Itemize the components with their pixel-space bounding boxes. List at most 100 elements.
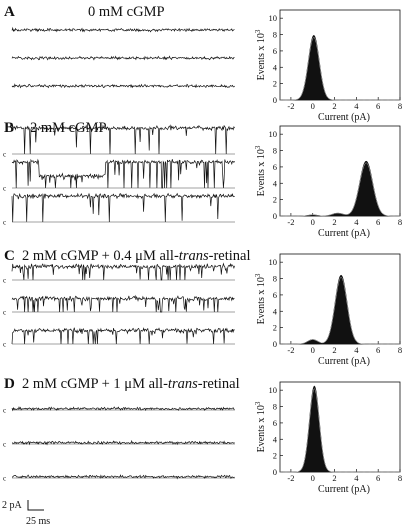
panel-title-part: -retinal <box>198 376 240 392</box>
closed-label: c <box>3 309 6 317</box>
current-trace <box>11 26 235 33</box>
closed-label: c <box>3 185 6 193</box>
scale-bar-lines <box>27 500 44 511</box>
x-tick-label: 2 <box>332 101 336 111</box>
current-trace <box>11 83 235 89</box>
y-axis-label: Events x 103 <box>254 29 267 80</box>
trace-signal <box>11 124 235 155</box>
fit-curve <box>280 277 400 345</box>
current-trace: c <box>3 439 235 449</box>
current-trace <box>11 55 235 61</box>
panel-title: 2 mM cGMP + 0.4 μM all-trans-retinal <box>22 248 251 264</box>
y-tick-label: 6 <box>273 290 277 300</box>
panel-letter: B <box>4 120 14 136</box>
x-tick-label: 0 <box>311 101 315 111</box>
trace-signal <box>11 26 235 33</box>
x-axis-label: Current (pA) <box>318 356 370 367</box>
x-tick-label: 2 <box>332 217 336 227</box>
trace-signal <box>11 406 235 412</box>
y-tick-label: 10 <box>269 13 278 23</box>
y-tick-label: 4 <box>273 62 278 72</box>
panel-a: A 0 mM cGMP -2 0 2 4 6 8 0 2 4 6 8 10 Current (pA) Even… <box>4 4 402 123</box>
panel-letter: D <box>4 376 15 392</box>
fit-curve <box>280 388 400 473</box>
panel-c: C 2 mM cGMP + 0.4 μM all-trans-retinal c c c… <box>3 248 402 367</box>
panel-title-part: 0 mM cGMP <box>88 4 165 20</box>
y-axis-label-exponent: 3 <box>254 29 262 33</box>
y-tick-label: 6 <box>273 46 277 56</box>
x-tick-label: -2 <box>287 473 294 483</box>
trace-signal <box>11 55 235 61</box>
trace-signal <box>12 474 235 480</box>
y-axis-label-exponent: 3 <box>254 145 262 149</box>
y-axis-label-text: Events x 10 <box>256 277 267 324</box>
closed-label: c <box>3 341 6 349</box>
x-tick-label: -2 <box>287 345 294 355</box>
panel-letter: C <box>4 248 15 264</box>
x-tick-label: 2 <box>332 473 336 483</box>
current-trace: c <box>3 294 235 317</box>
x-tick-label: 8 <box>398 101 402 111</box>
scale-bar-current: 2 pA <box>2 500 23 511</box>
x-axis-label: Current (pA) <box>318 228 370 239</box>
current-trace: c <box>3 158 235 193</box>
current-trace: c <box>3 406 235 415</box>
closed-label: c <box>3 441 6 449</box>
y-tick-label: 4 <box>273 306 278 316</box>
x-tick-label: 4 <box>354 217 359 227</box>
y-axis-label-text: Events x 10 <box>256 33 267 80</box>
y-tick-label: 8 <box>273 274 277 284</box>
y-tick-label: 10 <box>269 129 278 139</box>
x-axis-label: Current (pA) <box>318 112 370 123</box>
y-tick-label: 0 <box>273 95 277 105</box>
closed-label: c <box>3 407 6 415</box>
x-tick-label: 6 <box>376 217 380 227</box>
x-tick-label: 4 <box>354 473 359 483</box>
y-axis-label-exponent: 3 <box>254 273 262 277</box>
panel-title-part: trans <box>179 248 209 264</box>
x-tick-label: -2 <box>287 217 294 227</box>
panel-title-part: trans <box>168 376 198 392</box>
x-tick-label: 6 <box>376 345 380 355</box>
current-trace: c <box>3 327 235 349</box>
panel-title: 0 mM cGMP <box>88 4 165 20</box>
x-tick-label: 6 <box>376 101 380 111</box>
current-trace: c <box>3 124 235 159</box>
y-tick-label: 8 <box>273 402 277 412</box>
hist-frame <box>279 381 401 473</box>
hist-frame <box>279 125 401 217</box>
panel-title: 2 mM cGMP + 1 μM all-trans-retinal <box>22 376 240 392</box>
y-tick-label: 4 <box>273 178 278 188</box>
y-tick-label: 8 <box>273 146 277 156</box>
fit-curve <box>280 162 400 217</box>
histogram: -2 0 2 4 6 8 0 2 4 6 8 10 Current (pA) Events x 103 <box>254 125 402 239</box>
x-tick-label: 0 <box>311 217 315 227</box>
x-tick-label: 8 <box>398 473 402 483</box>
x-tick-label: 0 <box>311 345 315 355</box>
histogram-area <box>280 35 400 101</box>
panel-title-part: 2 mM cGMP + 0.4 μM all- <box>22 248 179 264</box>
y-tick-label: 0 <box>273 467 277 477</box>
closed-label: c <box>3 277 6 285</box>
current-trace: c <box>3 192 235 227</box>
trace-signal <box>11 192 235 223</box>
histogram: -2 0 2 4 6 8 0 2 4 6 8 10 Current (pA) Events x 103 <box>254 253 402 367</box>
closed-label: c <box>3 151 6 159</box>
x-tick-label: 4 <box>354 101 359 111</box>
x-tick-label: 8 <box>398 345 402 355</box>
scale-bar-time: 25 ms <box>26 516 50 527</box>
y-axis-label-text: Events x 10 <box>256 149 267 196</box>
x-tick-label: 8 <box>398 217 402 227</box>
current-trace: c <box>3 262 235 285</box>
y-axis-label-exponent: 3 <box>254 401 262 405</box>
x-tick-label: 2 <box>332 345 336 355</box>
x-tick-label: -2 <box>287 101 294 111</box>
closed-label: c <box>3 219 6 227</box>
trace-signal <box>11 262 235 281</box>
y-tick-label: 0 <box>273 211 277 221</box>
y-axis-label: Events x 103 <box>254 145 267 196</box>
y-tick-label: 2 <box>273 451 277 461</box>
